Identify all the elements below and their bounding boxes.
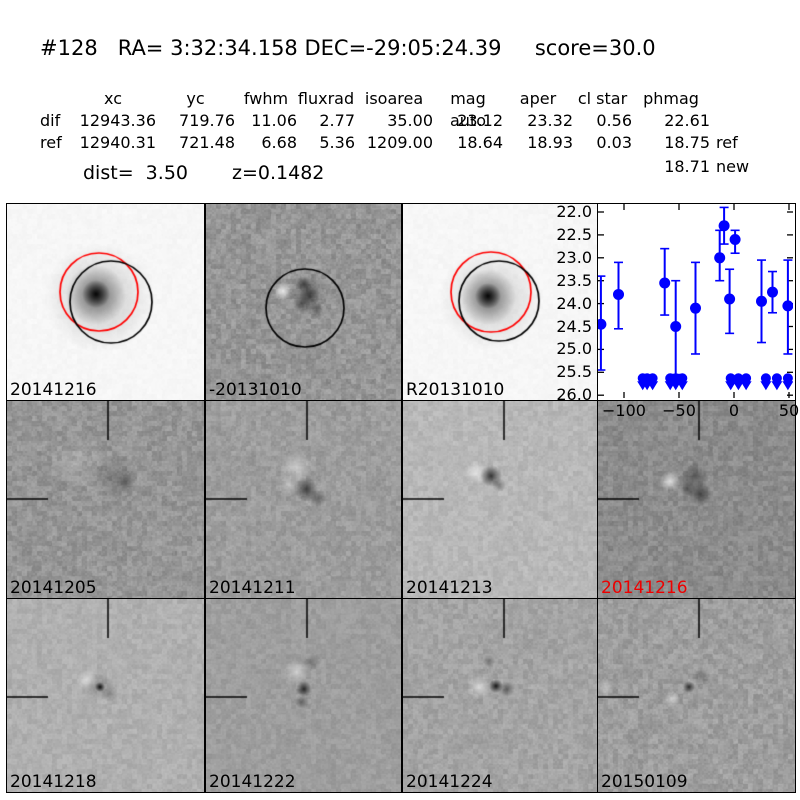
lc-ytick-label: 23.0 xyxy=(536,249,592,267)
stamp-epoch-image xyxy=(7,599,204,792)
table-row-ref: ref 12940.31 721.48 6.68 5.36 1209.00 18… xyxy=(36,132,762,154)
ref-phmag: 18.75 xyxy=(632,132,710,154)
light-curve-svg xyxy=(598,204,793,398)
stamp-new-image xyxy=(7,204,204,400)
ref-fwhm: 6.68 xyxy=(235,132,297,154)
dif-suffix xyxy=(710,110,762,132)
stamp-date-label: 20141213 xyxy=(406,580,493,597)
stamp-epoch-image xyxy=(598,401,795,598)
stamp-epoch-image xyxy=(206,599,401,792)
stamp-epoch-image xyxy=(7,401,204,598)
dif-phmag: 22.61 xyxy=(632,110,710,132)
ref-cl-star: 0.03 xyxy=(573,132,632,154)
lc-ytick-label: 26.0 xyxy=(536,386,592,404)
stamp-epoch-20141205: 20141205 xyxy=(6,400,205,599)
ref-aper: 18.93 xyxy=(503,132,573,154)
lc-ytick-label: 22.5 xyxy=(536,226,592,244)
stamp-difference-image xyxy=(206,204,401,400)
dif-mag-auto: 23.12 xyxy=(433,110,503,132)
lc-ytick-label: 23.5 xyxy=(536,272,592,290)
stamp-date-label: 20141218 xyxy=(10,774,97,791)
stamp-date-label: 20141211 xyxy=(209,580,296,597)
stamp-epoch-20141222: 20141222 xyxy=(205,598,402,793)
stamp-date-label: 20141222 xyxy=(209,774,296,791)
lc-ytick-label: 24.0 xyxy=(536,295,592,313)
dif-yc: 719.76 xyxy=(156,110,235,132)
page-title: #128 RA= 3:32:34.158 DEC=-29:05:24.39 sc… xyxy=(40,36,656,60)
stamp-new-template: 20141216 xyxy=(6,203,205,401)
stamp-date-label: 20141216 xyxy=(10,382,97,399)
stamp-epoch-20150109: 20150109 xyxy=(597,598,796,793)
lc-xtick-labels: −100 −50 0 50 xyxy=(597,400,794,424)
row-label: dif xyxy=(36,110,70,132)
dif-cl-star: 0.56 xyxy=(573,110,632,132)
row-label: ref xyxy=(36,132,70,154)
ref-yc: 721.48 xyxy=(156,132,235,154)
stamp-date-label: R20131010 xyxy=(406,382,504,399)
stamp-date-label: 20141205 xyxy=(10,580,97,597)
stamp-date-label: 20150109 xyxy=(601,774,688,791)
dist-value: dist= 3.50 xyxy=(83,162,188,184)
lc-ytick-label: 25.0 xyxy=(536,340,592,358)
stamp-date-label: 20141224 xyxy=(406,774,493,791)
stamp-epoch-image xyxy=(598,599,795,792)
stamp-epoch-image xyxy=(403,599,597,792)
ref-fluxrad: 5.36 xyxy=(297,132,355,154)
lc-xtick-label: 50 xyxy=(757,402,800,420)
stamp-epoch-20141216: 20141216 xyxy=(597,400,796,599)
dif-aper: 23.32 xyxy=(503,110,573,132)
dif-isoarea: 35.00 xyxy=(355,110,433,132)
redshift-value: z=0.1482 xyxy=(232,162,324,184)
phmag-new-suffix: new xyxy=(716,157,749,176)
stamp-epoch-20141211: 20141211 xyxy=(205,400,402,599)
phmag-new-value: 18.71 xyxy=(632,157,710,176)
lc-ytick-labels: 22.0 22.5 23.0 23.5 24.0 24.5 25.0 25.5 26.0 xyxy=(534,203,592,403)
table-row-dif: dif 12943.36 719.76 11.06 2.77 35.00 23.… xyxy=(36,110,762,132)
stamp-epoch-image xyxy=(403,401,597,598)
lc-ytick-label: 25.5 xyxy=(536,363,592,381)
ref-mag-auto: 18.64 xyxy=(433,132,503,154)
lc-ytick-label: 24.5 xyxy=(536,318,592,336)
ref-xc: 12940.31 xyxy=(70,132,156,154)
stamp-date-label: -20131010 xyxy=(209,382,302,399)
ref-isoarea: 1209.00 xyxy=(355,132,433,154)
candidate-figure: #128 RA= 3:32:34.158 DEC=-29:05:24.39 sc… xyxy=(0,0,800,800)
lc-ytick-label: 22.0 xyxy=(536,203,592,221)
light-curve-plot xyxy=(597,203,796,401)
stamp-difference: -20131010 xyxy=(205,203,402,401)
stamp-epoch-20141224: 20141224 xyxy=(402,598,598,793)
stamp-date-label-highlighted: 20141216 xyxy=(601,580,688,597)
dif-fwhm: 11.06 xyxy=(235,110,297,132)
stamp-epoch-image xyxy=(206,401,401,598)
stamp-epoch-20141213: 20141213 xyxy=(402,400,598,599)
ref-suffix: ref xyxy=(710,132,762,154)
dif-xc: 12943.36 xyxy=(70,110,156,132)
dif-fluxrad: 2.77 xyxy=(297,110,355,132)
stamp-epoch-20141218: 20141218 xyxy=(6,598,205,793)
